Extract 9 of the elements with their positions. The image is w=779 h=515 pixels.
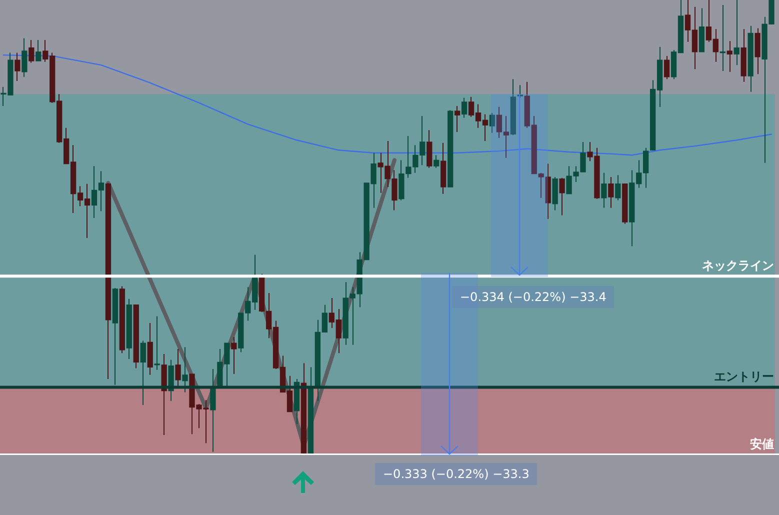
candlestick — [175, 348, 181, 388]
candlestick — [559, 178, 565, 216]
candlestick — [601, 172, 607, 208]
ref-line-label: エントリー — [714, 369, 774, 384]
ref-line-label: 安値 — [750, 437, 774, 452]
ref-line-label: ネックライン — [702, 258, 774, 272]
annotation: −0.334 (−0.22%) −33.4 — [452, 286, 614, 308]
candlestick — [14, 52, 20, 81]
text: −0.333 (−0.22%) −33.3 — [375, 463, 538, 485]
